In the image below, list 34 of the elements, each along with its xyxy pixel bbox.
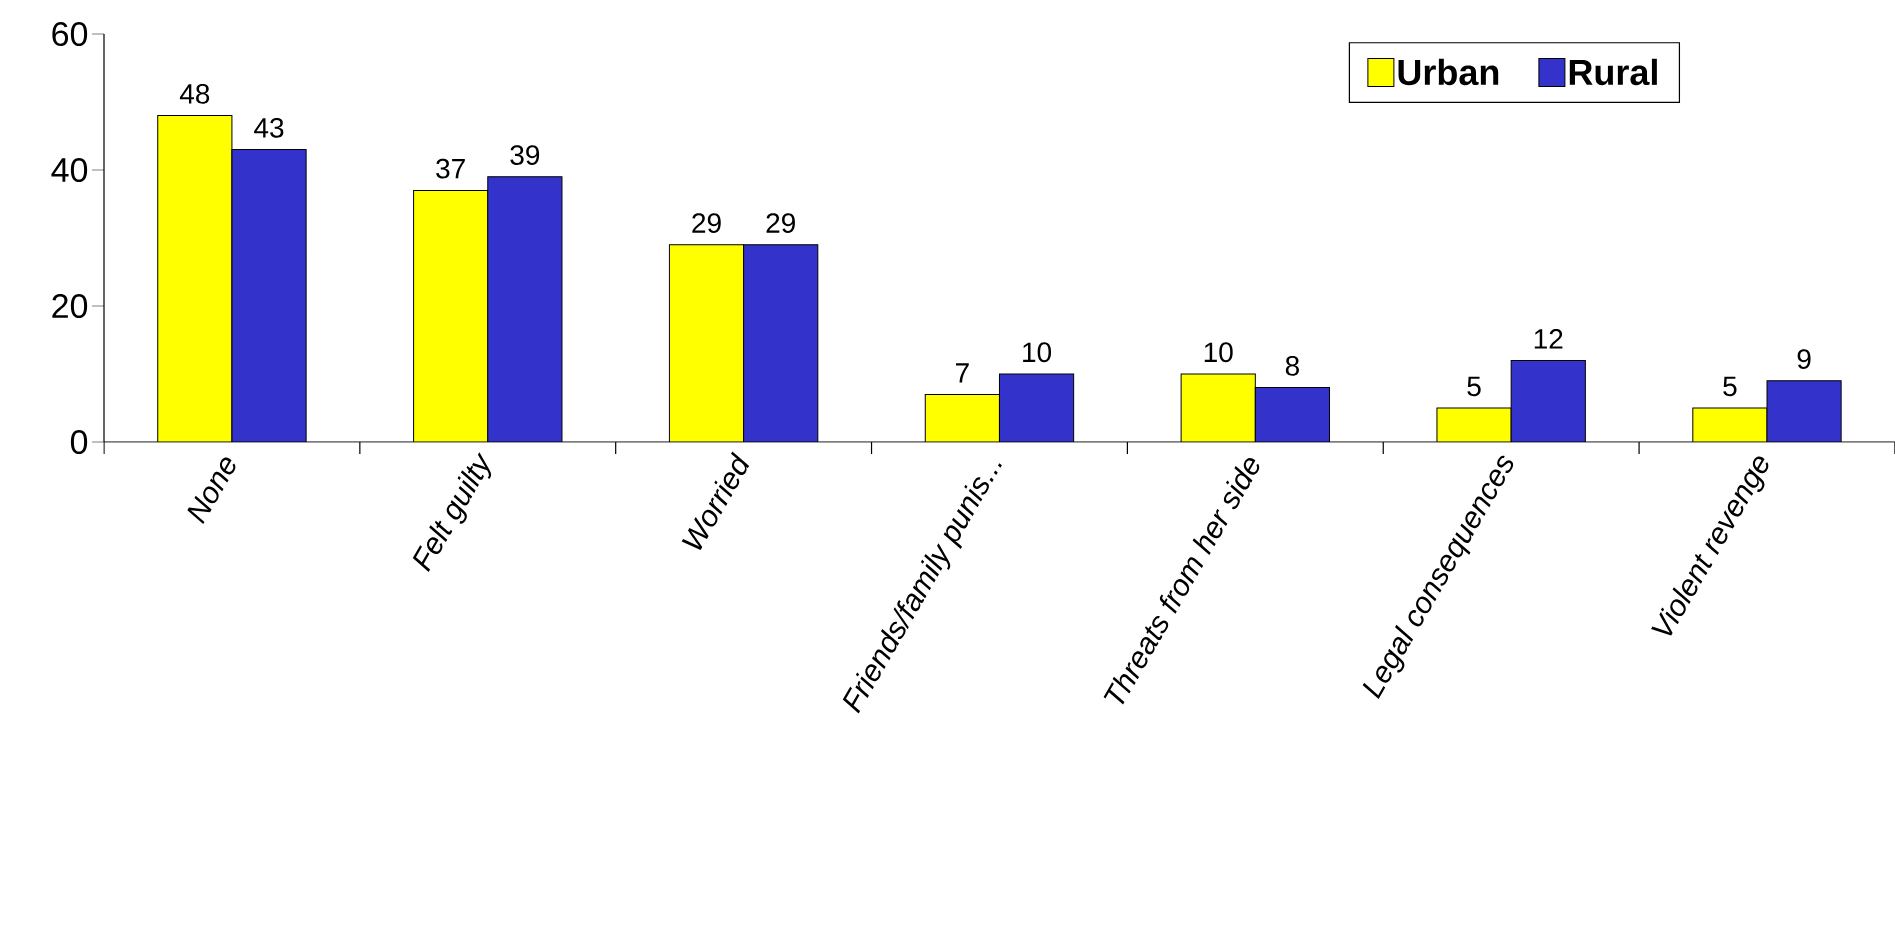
bar [413, 190, 488, 443]
data-label: 29 [692, 213, 721, 233]
bar [999, 374, 1074, 443]
data-label: 9 [1797, 349, 1811, 369]
data-label: 5 [1723, 376, 1737, 397]
bar [669, 244, 744, 443]
y-tick-label: 0 [70, 429, 88, 455]
y-tick-label: 40 [51, 157, 88, 183]
bar [1511, 360, 1586, 443]
legend-label: Rural [1569, 58, 1657, 86]
data-label: 10 [1023, 342, 1052, 363]
data-label: 48 [179, 83, 210, 104]
bar [1766, 380, 1842, 443]
bar [925, 394, 1000, 443]
bar [1692, 407, 1768, 443]
bar [743, 244, 818, 443]
data-label: 10 [1204, 342, 1233, 363]
data-label: 37 [436, 158, 465, 179]
data-label: 12 [1534, 329, 1563, 349]
legend-label: Urban [1398, 58, 1499, 86]
data-label: 7 [956, 363, 969, 383]
y-tick-label: 60 [52, 21, 88, 47]
y-tick-label: 20 [52, 293, 88, 319]
bar [487, 176, 562, 443]
bar [1436, 408, 1512, 443]
bar [231, 149, 307, 443]
data-label: 8 [1285, 355, 1299, 376]
data-label: 29 [766, 213, 795, 233]
bar [1255, 387, 1330, 443]
bar [1181, 374, 1256, 443]
bar [157, 115, 232, 443]
data-label: 43 [254, 117, 284, 138]
data-label: 39 [510, 145, 540, 165]
data-label: 5 [1467, 376, 1481, 397]
